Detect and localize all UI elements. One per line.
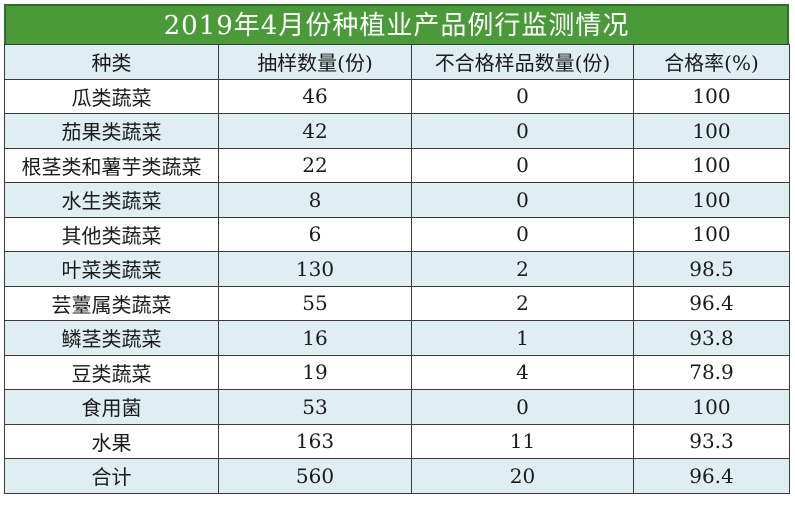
cell-pass-rate: 100 [633, 389, 790, 425]
cell-pass-rate: 100 [633, 113, 790, 149]
cell-category: 鳞茎类蔬菜 [4, 320, 219, 356]
cell-category: 茄果类蔬菜 [4, 113, 219, 149]
cell-sample-count: 42 [218, 113, 412, 149]
cell-unqualified-count: 20 [411, 458, 634, 494]
cell-category: 芸薹属类蔬菜 [4, 285, 219, 321]
cell-pass-rate: 98.5 [633, 251, 790, 287]
cell-category: 水生类蔬菜 [4, 182, 219, 218]
cell-sample-count: 6 [218, 216, 412, 252]
cell-category: 豆类蔬菜 [4, 354, 219, 390]
cell-sample-count: 46 [218, 78, 412, 114]
table-row: 茄果类蔬菜 42 0 100 [4, 113, 790, 149]
cell-pass-rate: 100 [633, 216, 790, 252]
header-pass-rate: 合格率(%) [633, 44, 790, 80]
cell-pass-rate: 96.4 [633, 285, 790, 321]
cell-category: 根茎类和薯芋类蔬菜 [4, 147, 219, 183]
cell-unqualified-count: 4 [411, 354, 634, 390]
cell-sample-count: 53 [218, 389, 412, 425]
cell-category: 食用菌 [4, 389, 219, 425]
table-row: 食用菌 53 0 100 [4, 389, 790, 425]
table-title: 2019年4月份种植业产品例行监测情况 [4, 4, 789, 44]
table-body: 瓜类蔬菜 46 0 100 茄果类蔬菜 42 0 100 根茎类和薯芋类蔬菜 22 0 100 水生类蔬… [4, 78, 790, 494]
header-category: 种类 [4, 44, 219, 80]
cell-unqualified-count: 11 [411, 423, 634, 459]
cell-unqualified-count: 2 [411, 285, 634, 321]
cell-sample-count: 130 [218, 251, 412, 287]
cell-pass-rate: 100 [633, 182, 790, 218]
cell-category: 其他类蔬菜 [4, 216, 219, 252]
cell-category: 水果 [4, 423, 219, 459]
table-row: 根茎类和薯芋类蔬菜 22 0 100 [4, 147, 790, 183]
monitoring-table-panel: 2019年4月份种植业产品例行监测情况 种类 抽样数量(份) 不合格样品数量(份… [4, 4, 790, 494]
cell-pass-rate: 100 [633, 147, 790, 183]
cell-category: 叶菜类蔬菜 [4, 251, 219, 287]
monitoring-table: 种类 抽样数量(份) 不合格样品数量(份) 合格率(%) 瓜类蔬菜 46 0 100 茄… [4, 44, 790, 494]
table-row: 鳞茎类蔬菜 16 1 93.8 [4, 320, 790, 356]
cell-pass-rate: 78.9 [633, 354, 790, 390]
cell-unqualified-count: 0 [411, 78, 634, 114]
cell-sample-count: 22 [218, 147, 412, 183]
table-row: 水生类蔬菜 8 0 100 [4, 182, 790, 218]
table-row: 叶菜类蔬菜 130 2 98.5 [4, 251, 790, 287]
cell-unqualified-count: 1 [411, 320, 634, 356]
cell-sample-count: 16 [218, 320, 412, 356]
header-sample-count: 抽样数量(份) [218, 44, 412, 80]
cell-sample-count: 8 [218, 182, 412, 218]
cell-pass-rate: 93.3 [633, 423, 790, 459]
cell-unqualified-count: 0 [411, 389, 634, 425]
table-row: 瓜类蔬菜 46 0 100 [4, 78, 790, 114]
cell-unqualified-count: 0 [411, 216, 634, 252]
total-row: 合计 560 20 96.4 [4, 458, 790, 494]
cell-sample-count: 55 [218, 285, 412, 321]
header-unqualified-count: 不合格样品数量(份) [411, 44, 634, 80]
cell-unqualified-count: 0 [411, 113, 634, 149]
cell-sample-count: 560 [218, 458, 412, 494]
cell-pass-rate: 93.8 [633, 320, 790, 356]
cell-pass-rate: 96.4 [633, 458, 790, 494]
table-row: 豆类蔬菜 19 4 78.9 [4, 354, 790, 390]
table-row: 其他类蔬菜 6 0 100 [4, 216, 790, 252]
table-row: 芸薹属类蔬菜 55 2 96.4 [4, 285, 790, 321]
cell-category: 瓜类蔬菜 [4, 78, 219, 114]
cell-unqualified-count: 2 [411, 251, 634, 287]
cell-category: 合计 [4, 458, 219, 494]
cell-sample-count: 19 [218, 354, 412, 390]
cell-unqualified-count: 0 [411, 147, 634, 183]
table-row: 水果 163 11 93.3 [4, 423, 790, 459]
cell-pass-rate: 100 [633, 78, 790, 114]
cell-sample-count: 163 [218, 423, 412, 459]
cell-unqualified-count: 0 [411, 182, 634, 218]
header-row: 种类 抽样数量(份) 不合格样品数量(份) 合格率(%) [4, 44, 790, 80]
